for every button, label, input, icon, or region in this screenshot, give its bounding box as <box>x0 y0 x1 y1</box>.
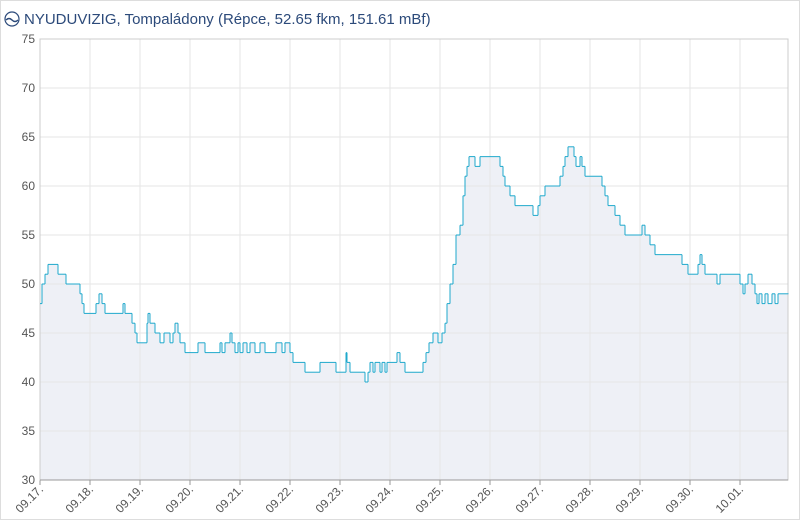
y-tick-label: 30 <box>22 473 36 487</box>
y-tick-label: 45 <box>22 326 36 340</box>
y-tick-label: 70 <box>22 81 36 95</box>
y-tick-label: 50 <box>22 277 36 291</box>
y-tick-label: 55 <box>22 228 36 242</box>
y-tick-label: 65 <box>22 130 36 144</box>
y-tick-label: 60 <box>22 179 36 193</box>
y-tick-label: 35 <box>22 424 36 438</box>
logo <box>4 11 20 27</box>
y-tick-label: 75 <box>22 32 36 46</box>
area-fill <box>40 146 788 481</box>
y-tick-label: 40 <box>22 375 36 389</box>
line-series <box>40 146 789 383</box>
chart-title: NYUDUVIZIG, Tompaládony (Répce, 52.65 fk… <box>24 11 431 28</box>
